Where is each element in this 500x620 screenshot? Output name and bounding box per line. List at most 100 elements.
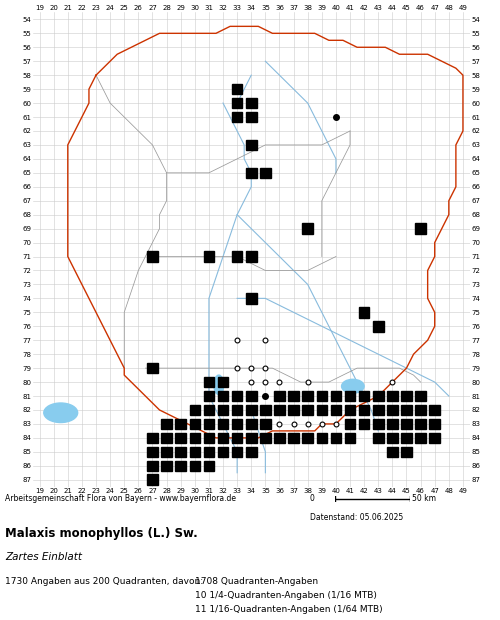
Bar	[246, 140, 256, 150]
Bar	[218, 433, 228, 443]
Bar	[176, 433, 186, 443]
Bar	[232, 405, 242, 415]
Bar	[204, 405, 214, 415]
Bar	[416, 405, 426, 415]
Bar	[232, 446, 242, 457]
Bar	[232, 251, 242, 262]
Bar	[330, 433, 341, 443]
Text: 0: 0	[310, 494, 315, 503]
Bar	[401, 433, 412, 443]
Bar	[147, 433, 158, 443]
Bar	[246, 446, 256, 457]
Bar	[302, 433, 313, 443]
Bar	[246, 112, 256, 122]
Ellipse shape	[214, 375, 224, 394]
Bar	[416, 223, 426, 234]
Text: 11 1/16-Quadranten-Angaben (1/64 MTB): 11 1/16-Quadranten-Angaben (1/64 MTB)	[195, 605, 382, 614]
Bar	[232, 391, 242, 401]
Bar	[344, 418, 356, 429]
Bar	[232, 418, 242, 429]
Bar	[316, 405, 327, 415]
Bar	[316, 391, 327, 401]
Bar	[204, 251, 214, 262]
Bar	[246, 418, 256, 429]
Bar	[316, 433, 327, 443]
Bar	[387, 418, 398, 429]
Text: 1730 Angaben aus 200 Quadranten, davon:: 1730 Angaben aus 200 Quadranten, davon:	[5, 577, 203, 586]
Bar	[162, 433, 172, 443]
Bar	[176, 461, 186, 471]
Bar	[260, 418, 270, 429]
Bar	[401, 405, 412, 415]
Bar	[147, 474, 158, 485]
Bar	[204, 377, 214, 388]
Bar	[218, 391, 228, 401]
Bar	[344, 391, 356, 401]
Bar	[246, 167, 256, 178]
Bar	[162, 446, 172, 457]
Bar	[190, 461, 200, 471]
Bar	[190, 446, 200, 457]
Bar	[246, 98, 256, 108]
Bar	[344, 433, 356, 443]
Bar	[246, 391, 256, 401]
Bar	[416, 391, 426, 401]
Bar	[359, 307, 370, 317]
Bar	[246, 433, 256, 443]
Text: 10 1/4-Quadranten-Angaben (1/16 MTB): 10 1/4-Quadranten-Angaben (1/16 MTB)	[195, 591, 377, 600]
Bar	[176, 418, 186, 429]
Bar	[147, 363, 158, 373]
Bar	[232, 84, 242, 94]
Bar	[359, 405, 370, 415]
Bar	[162, 418, 172, 429]
Bar	[401, 418, 412, 429]
Bar	[359, 418, 370, 429]
Bar	[274, 405, 285, 415]
Bar	[204, 418, 214, 429]
Bar	[302, 391, 313, 401]
Bar	[260, 433, 270, 443]
Bar	[232, 112, 242, 122]
Bar	[232, 433, 242, 443]
Bar	[373, 418, 384, 429]
Bar	[176, 446, 186, 457]
Bar	[430, 433, 440, 443]
Bar	[204, 461, 214, 471]
Bar	[190, 405, 200, 415]
Bar	[373, 321, 384, 332]
Bar	[373, 433, 384, 443]
Bar	[162, 461, 172, 471]
Bar	[302, 223, 313, 234]
Text: 50 km: 50 km	[412, 494, 436, 503]
Bar	[204, 433, 214, 443]
Bar	[288, 405, 299, 415]
Bar	[288, 391, 299, 401]
Text: Datenstand: 05.06.2025: Datenstand: 05.06.2025	[310, 513, 403, 522]
Bar	[147, 446, 158, 457]
Bar	[373, 405, 384, 415]
Bar	[147, 461, 158, 471]
Bar	[204, 446, 214, 457]
Bar	[373, 391, 384, 401]
Bar	[274, 433, 285, 443]
Bar	[190, 433, 200, 443]
Bar	[387, 405, 398, 415]
Bar	[246, 293, 256, 304]
Bar	[344, 405, 356, 415]
Bar	[260, 405, 270, 415]
Bar	[246, 405, 256, 415]
Text: Zartes Einblatt: Zartes Einblatt	[5, 552, 82, 562]
Bar	[274, 391, 285, 401]
Bar	[246, 251, 256, 262]
Bar	[190, 418, 200, 429]
Bar	[387, 391, 398, 401]
Text: Arbeitsgemeinschaft Flora von Bayern - www.bayernflora.de: Arbeitsgemeinschaft Flora von Bayern - w…	[5, 494, 236, 503]
Bar	[288, 433, 299, 443]
Bar	[430, 405, 440, 415]
Bar	[359, 391, 370, 401]
Bar	[204, 391, 214, 401]
Bar	[218, 405, 228, 415]
Bar	[416, 433, 426, 443]
Bar	[218, 418, 228, 429]
Bar	[430, 418, 440, 429]
